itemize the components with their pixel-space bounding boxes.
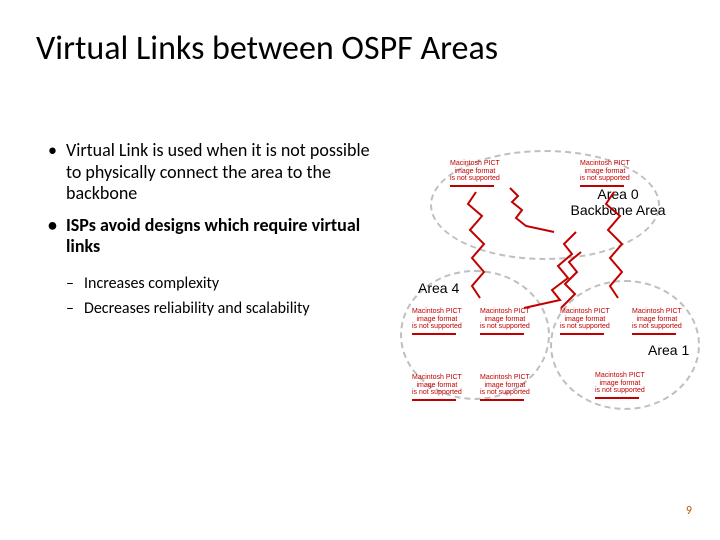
slide-title: Virtual Links between OSPF Areas [36,28,684,69]
link-zigzag-icon [508,186,558,234]
link-zigzag-icon [600,190,630,300]
slide: Virtual Links between OSPF Areas Virtual… [0,0,720,540]
area4-label: Area 4 [418,280,459,296]
subbullet-1: Increases complexity [48,274,388,293]
subbullet-2: Decreases reliability and scalability [48,299,388,318]
body-text: Virtual Link is used when it is not poss… [48,140,388,324]
bullet-2: ISPs avoid designs which require virtual… [48,215,388,258]
ospf-areas-diagram: Area 0Backbone Area Area 4 Area 1 Macint… [400,150,700,450]
router-icon: Macintosh PICTimage formatis not support… [412,374,462,401]
router-icon: Macintosh PICTimage formatis not support… [412,308,462,335]
router-icon: Macintosh PICTimage formatis not support… [632,308,682,335]
router-icon: Macintosh PICTimage formatis not support… [480,374,530,401]
area1-label: Area 1 [648,342,689,358]
page-number: 9 [686,504,692,518]
router-icon: Macintosh PICTimage formatis not support… [480,308,530,335]
router-icon: Macintosh PICTimage formatis not support… [595,372,645,399]
router-icon: Macintosh PICTimage formatis not support… [560,308,610,335]
router-icon: Macintosh PICTimage formatis not support… [580,160,630,187]
router-icon: Macintosh PICTimage formatis not support… [450,160,500,187]
link-zigzag-icon [555,250,585,310]
link-zigzag-icon [462,190,492,300]
bullet-1: Virtual Link is used when it is not poss… [48,140,388,205]
